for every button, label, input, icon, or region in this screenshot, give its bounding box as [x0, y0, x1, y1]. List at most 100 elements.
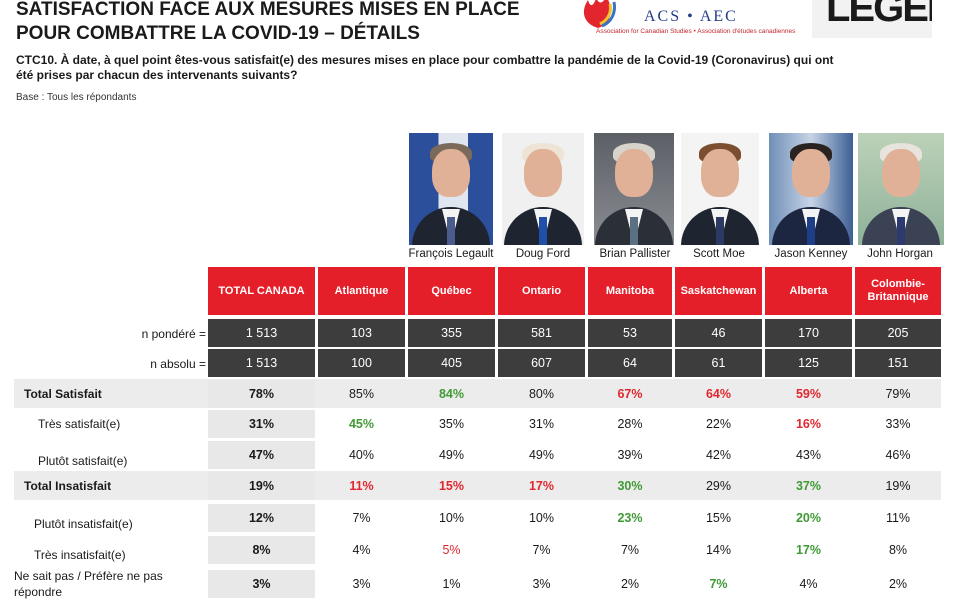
value-cell: 17%: [795, 543, 822, 557]
row-label-tres-insatisfait: Très insatisfait(e): [34, 548, 126, 562]
column-header-ontario: Ontario: [498, 267, 585, 315]
value-cell: 7%: [709, 577, 728, 591]
maple-flame-icon: [583, 0, 616, 28]
acs-logo-text: ACS • AEC: [644, 8, 738, 25]
n-pondere-cell: 1 513: [208, 319, 315, 347]
n-pondere-cell: 355: [408, 319, 495, 347]
n-pondere-cell: 46: [675, 319, 762, 347]
leger-logo: LEGER: [812, 0, 932, 38]
leger-logo-text: LEGER: [826, 0, 932, 30]
value-cell: 1%: [442, 577, 461, 591]
photo-brian-pallister: [594, 133, 674, 245]
value-cell: 47%: [208, 441, 315, 469]
n-pondere-cell: 170: [765, 319, 852, 347]
value-cell: 22%: [705, 417, 732, 431]
n-absolu-cell: 1 513: [208, 349, 315, 377]
value-cell: 3%: [208, 570, 315, 598]
base-text: Base : Tous les répondants: [16, 92, 137, 103]
value-cell: 10%: [528, 511, 555, 525]
value-cell: 15%: [438, 479, 465, 493]
person-name: Jason Kenney: [774, 248, 848, 260]
row-label-n-pondere: n pondéré =: [141, 327, 206, 341]
acs-logo: ACS • AEC Association for Canadian Studi…: [574, 0, 796, 40]
value-cell: 39%: [617, 448, 643, 462]
column-header-quebec: Québec: [408, 267, 495, 315]
n-absolu-cell: 125: [765, 349, 852, 377]
value-cell: 4%: [799, 577, 818, 591]
photo-john-horgan: [858, 133, 944, 245]
value-cell: 5%: [442, 543, 461, 557]
acs-logo-subtext: Association for Canadian Studies • Assoc…: [596, 28, 796, 35]
value-cell: 12%: [208, 504, 315, 532]
row-label-plutot-satisfait: Plutôt satisfait(e): [38, 454, 128, 468]
page-title: SATISFACTION FACE AUX MESURES MISES EN P…: [16, 0, 520, 44]
value-cell: 7%: [532, 543, 551, 557]
value-cell: 35%: [438, 417, 465, 431]
person-name: John Horgan: [867, 248, 933, 260]
n-pondere-cell: 205: [855, 319, 941, 347]
value-cell: 67%: [617, 387, 643, 401]
value-cell: 17%: [528, 479, 555, 493]
value-cell: 28%: [617, 417, 643, 431]
value-cell: 3%: [532, 577, 551, 591]
value-cell: 2%: [888, 577, 908, 591]
value-cell: 10%: [438, 511, 465, 525]
value-cell: 11%: [885, 511, 911, 525]
n-absolu-cell: 64: [588, 349, 672, 377]
value-cell: 7%: [620, 543, 640, 557]
value-cell: 23%: [617, 511, 643, 525]
column-header-manitoba: Manitoba: [588, 267, 672, 315]
row-band-total-satisfait: [14, 379, 941, 408]
value-cell: 3%: [352, 577, 371, 591]
photo-doug-ford: [502, 133, 584, 245]
row-label-total-insatisfait: Total Insatisfait: [24, 479, 112, 493]
n-absolu-cell: 405: [408, 349, 495, 377]
row-label-n-absolu: n absolu =: [150, 357, 206, 371]
value-cell: 59%: [795, 387, 822, 401]
value-cell: 30%: [617, 479, 643, 493]
value-cell: 16%: [795, 417, 822, 431]
value-cell: 42%: [705, 448, 732, 462]
value-cell: 7%: [352, 511, 371, 525]
n-absolu-cell: 151: [855, 349, 941, 377]
person-name: Scott Moe: [693, 248, 745, 260]
value-cell: 19%: [208, 472, 315, 500]
value-cell: 80%: [528, 387, 555, 401]
value-cell: 15%: [705, 511, 732, 525]
row-label-ne-sait-pas: Ne sait pas / Préfère ne pas répondre: [14, 569, 163, 599]
value-cell: 49%: [438, 448, 465, 462]
column-header-saskatchewan: Saskatchewan: [675, 267, 762, 315]
value-cell: 29%: [705, 479, 732, 493]
value-cell: 8%: [888, 543, 908, 557]
photo-francois-legault: [409, 133, 493, 245]
person-name: François Legault: [408, 248, 494, 260]
value-cell: 31%: [528, 417, 555, 431]
value-cell: 37%: [795, 479, 822, 493]
value-cell: 2%: [620, 577, 640, 591]
row-label-total-satisfait: Total Satisfait: [24, 387, 102, 401]
row-label-tres-satisfait: Très satisfait(e): [38, 417, 121, 431]
n-pondere-cell: 103: [318, 319, 405, 347]
n-pondere-cell: 581: [498, 319, 585, 347]
value-cell: 14%: [705, 543, 732, 557]
photo-scott-moe: [681, 133, 759, 245]
value-cell: 43%: [795, 448, 822, 462]
value-cell: 19%: [885, 479, 911, 493]
value-cell: 78%: [208, 380, 315, 408]
value-cell: 40%: [348, 448, 375, 462]
value-cell: 79%: [885, 387, 911, 401]
column-header-colombie-britannique: Colombie-Britannique: [855, 267, 941, 315]
person-name: Doug Ford: [515, 248, 571, 260]
column-header-atlantique: Atlantique: [318, 267, 405, 315]
person-name: Brian Pallister: [599, 248, 671, 260]
row-label-plutot-insatisfait: Plutôt insatisfait(e): [34, 517, 133, 531]
column-header-total-canada: TOTAL CANADA: [208, 267, 315, 315]
row-band-total-insatisfait: [14, 471, 941, 500]
photo-jason-kenney: [769, 133, 853, 245]
value-cell: 49%: [528, 448, 555, 462]
value-cell: 20%: [795, 511, 822, 525]
n-absolu-cell: 100: [318, 349, 405, 377]
n-absolu-cell: 61: [675, 349, 762, 377]
question-text: CTC10. À date, à quel point êtes-vous sa…: [16, 53, 834, 82]
column-header-alberta: Alberta: [765, 267, 852, 315]
